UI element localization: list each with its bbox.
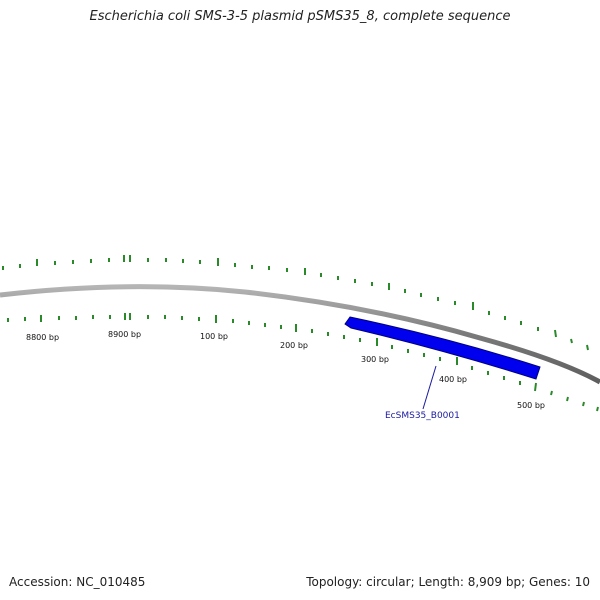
outer-tick-ring (2, 255, 589, 351)
gene-feature-EcSMS35_B0001[interactable] (344, 316, 541, 380)
position-label: 500 bp (517, 401, 545, 410)
gene-label: EcSMS35_B0001 (385, 411, 460, 421)
position-label: 200 bp (280, 341, 308, 350)
gene-label-leader (422, 365, 437, 410)
position-label: 8800 bp (26, 333, 59, 342)
position-label: 300 bp (361, 355, 389, 364)
plasmid-backbone (0, 284, 600, 385)
position-label: 8900 bp (108, 330, 141, 339)
accession-label: Accession: NC_010485 (9, 575, 146, 589)
map-title: Escherichia coli SMS-3-5 plasmid pSMS35_… (89, 9, 511, 24)
inner-tick-ring (7, 313, 599, 412)
position-label: 100 bp (200, 332, 228, 341)
summary-label: Topology: circular; Length: 8,909 bp; Ge… (306, 575, 590, 589)
position-label: 400 bp (439, 375, 467, 384)
position-labels: 8800 bp 8900 bp 100 bp 200 bp 300 bp 400… (26, 330, 545, 410)
